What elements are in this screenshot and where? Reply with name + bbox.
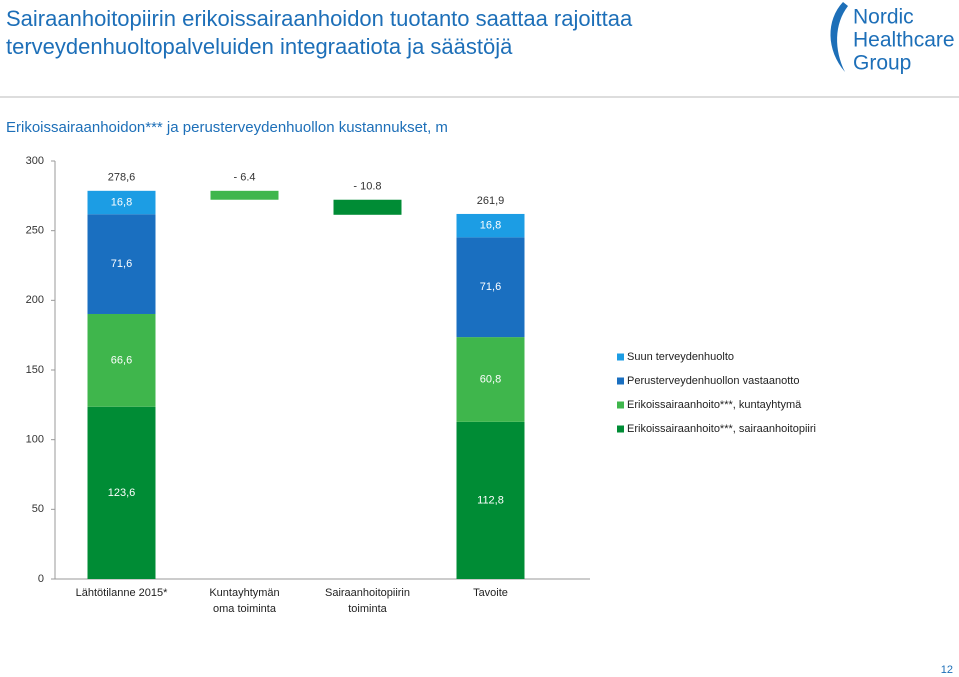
x-tick-label: Tavoite <box>473 587 508 599</box>
total-label: 278,6 <box>108 172 136 184</box>
bar-segment <box>456 337 525 422</box>
y-tick-label: 200 <box>26 294 44 306</box>
bar-segment <box>456 421 525 579</box>
value-label: 16,8 <box>111 196 132 208</box>
value-label: 123,6 <box>108 487 136 499</box>
page-number: 12 <box>941 664 953 676</box>
bar-segment <box>456 237 525 338</box>
value-label: 60,8 <box>480 373 501 385</box>
legend-label: Suun terveydenhuolto <box>627 351 734 363</box>
bar-segment <box>87 313 156 407</box>
y-tick-label: 300 <box>26 155 44 167</box>
logo-mark <box>830 2 848 72</box>
bar-segment <box>87 190 156 215</box>
y-tick-label: 250 <box>26 225 44 237</box>
value-label: 66,6 <box>111 354 132 366</box>
legend-swatch <box>617 425 624 433</box>
logo-text: Healthcare <box>853 29 955 52</box>
slide-title: terveydenhuoltopalveluiden integraatiota… <box>6 34 513 59</box>
delta-label: - 10.8 <box>353 181 381 193</box>
bar-segment <box>87 406 156 579</box>
delta-label: - 6.4 <box>233 172 255 184</box>
bar-segment <box>87 214 156 314</box>
value-label: 16,8 <box>480 220 501 232</box>
y-tick-label: 50 <box>32 503 44 515</box>
legend-label: Erikoissairaanhoito***, sairaanhoitopiir… <box>627 423 816 435</box>
legend-label: Perusterveydenhuollon vastaanotto <box>627 375 799 387</box>
logo-text: Nordic <box>853 6 914 29</box>
y-tick-label: 0 <box>38 573 44 585</box>
y-tick-label: 150 <box>26 364 44 376</box>
legend-swatch <box>617 377 624 385</box>
legend-swatch <box>617 401 624 409</box>
slide-title: Sairaanhoitopiirin erikoissairaanhoidon … <box>6 6 633 31</box>
total-label: 261,9 <box>477 195 505 207</box>
logo-text: Group <box>853 52 911 75</box>
x-tick-label: Sairaanhoitopiirin toiminta <box>325 587 410 615</box>
x-tick-label: Lähtötilanne 2015* <box>76 587 168 599</box>
delta-bar <box>333 199 402 215</box>
value-label: 112,8 <box>477 494 504 506</box>
x-tick-label: Kuntayhtymän oma toiminta <box>209 587 279 615</box>
delta-bar <box>210 190 279 200</box>
legend-swatch <box>617 353 624 361</box>
bar-segment <box>456 213 525 238</box>
legend-label: Erikoissairaanhoito***, kuntayhtymä <box>627 399 802 411</box>
chart-title: Erikoissairaanhoidon*** ja perusterveyde… <box>6 119 448 136</box>
value-label: 71,6 <box>480 281 501 293</box>
value-label: 71,6 <box>111 258 132 270</box>
y-tick-label: 100 <box>26 434 44 446</box>
